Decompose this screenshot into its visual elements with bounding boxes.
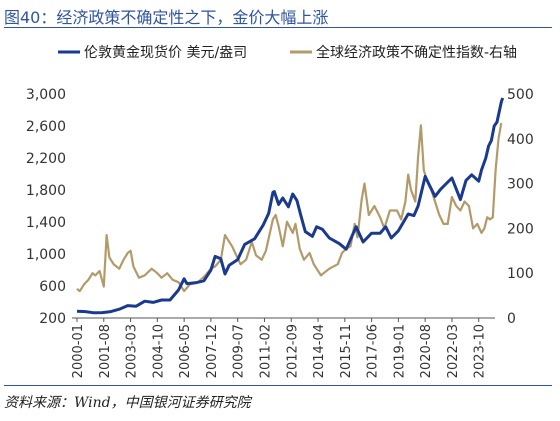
- x-tick-label: 2003-03: [125, 324, 140, 378]
- x-tick-label: 2001-08: [98, 324, 113, 378]
- x-tick-label: 2000-01: [71, 324, 86, 378]
- title-divider: [4, 27, 552, 28]
- right-tick-label: 100: [507, 266, 534, 282]
- x-tick-label: 2009-07: [232, 324, 247, 378]
- left-tick-label: 3,000: [26, 87, 66, 103]
- left-axis: 200 600 1,000 1,400 1,800 2,200 2,600 3,000: [26, 87, 66, 327]
- legend: 伦敦黄金现货价 美元/盎司 全球经济政策不确定性指数-右轴: [58, 44, 517, 61]
- left-tick-label: 2,600: [26, 119, 66, 135]
- right-tick-label: 200: [507, 221, 534, 237]
- source-note: 资料来源：Wind，中国银河证券研究院: [4, 395, 251, 411]
- x-tick-label: 2007-12: [205, 324, 220, 378]
- left-tick-label: 1,800: [26, 183, 66, 199]
- left-tick-label: 1,000: [26, 247, 66, 263]
- chart: 伦敦黄金现货价 美元/盎司 全球经济政策不确定性指数-右轴 200 600 1,00…: [26, 44, 534, 378]
- x-tick-label: 2011-02: [258, 324, 273, 378]
- x-tick-label: 2019-01: [392, 324, 407, 378]
- left-tick-label: 1,400: [26, 215, 66, 231]
- right-tick-label: 400: [507, 132, 534, 148]
- x-tick-label: 2014-04: [312, 324, 327, 378]
- x-axis: 2000-01 2001-08 2003-03 2004-10 2006-05 2007-…: [71, 318, 488, 378]
- right-tick-label: 0: [507, 311, 516, 327]
- x-tick-label: 2017-06: [366, 324, 381, 378]
- x-tick-label: 2022-03: [446, 324, 461, 378]
- left-tick-label: 2,200: [26, 151, 66, 167]
- x-tick-label: 2006-05: [178, 324, 193, 378]
- x-tick-label: 2023-10: [473, 324, 488, 378]
- x-tick-label: 2012-09: [285, 324, 300, 378]
- x-tick-label: 2020-08: [419, 324, 434, 378]
- series-line-gold: [76, 97, 505, 315]
- left-tick-label: 600: [39, 279, 66, 295]
- legend-label-epu: 全球经济政策不确定性指数-右轴: [316, 44, 517, 61]
- right-axis: 0 100 200 300 400 500: [507, 87, 534, 327]
- left-tick-label: 200: [39, 311, 66, 327]
- series-line-epu: [76, 122, 503, 293]
- source-divider: [4, 385, 552, 386]
- legend-label-gold: 伦敦黄金现货价 美元/盎司: [84, 44, 247, 61]
- right-tick-label: 300: [507, 177, 534, 193]
- figure-title: 图40：经济政策不确定性之下，金价大幅上涨: [4, 8, 329, 27]
- x-tick-label: 2004-10: [151, 324, 166, 378]
- right-tick-label: 500: [507, 87, 534, 103]
- x-tick-label: 2015-11: [339, 324, 354, 378]
